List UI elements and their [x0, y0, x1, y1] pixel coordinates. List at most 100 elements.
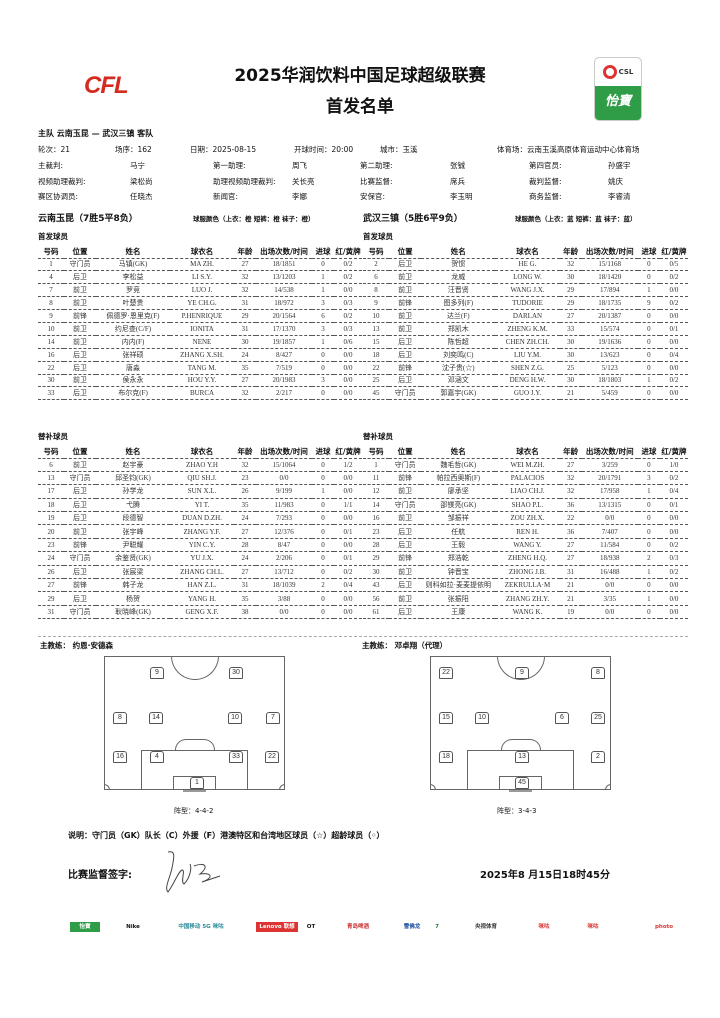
player-cell: 29 — [559, 283, 582, 298]
column-header: 年龄 — [559, 245, 582, 259]
player-cell: 守门员 — [389, 386, 422, 401]
player-cell: 8 — [363, 283, 390, 298]
player-cell: 钟晋宝 — [421, 565, 496, 580]
player-cell: 32 — [559, 258, 582, 272]
player-cell: 0/0 — [659, 335, 688, 349]
player-cell: 0 — [312, 591, 334, 606]
player-cell: BURCA — [170, 386, 234, 401]
player-cell: 13/1203 — [256, 270, 312, 285]
official-name: 李玉明 — [450, 192, 473, 201]
player-row: 33 后卫 布尔克(F) BURCA 32 2/217 0 0/0 — [38, 386, 362, 401]
player-row: 23 后卫 任航 REN H. 36 7/407 0 0/0 — [363, 524, 688, 539]
player-cell: SHEN Z.G. — [495, 361, 560, 375]
player-row: 16 前卫 邹振祥 ZOU ZH.X. 22 0/0 0 0/0 — [363, 511, 688, 526]
column-header: 球衣名 — [495, 245, 560, 259]
player-cell: 1/2 — [334, 458, 362, 472]
player-cell: 32 — [559, 484, 582, 499]
player-cell: 0 — [637, 511, 660, 526]
player-cell: 7/407 — [581, 524, 638, 539]
column-header: 球衣名 — [495, 445, 560, 459]
player-cell: 19/1636 — [581, 335, 638, 349]
player-cell: 35 — [234, 361, 256, 375]
player-cell: 后卫 — [64, 498, 96, 513]
home-kit-colors: 球服颜色（上衣：橙 短裤：橙 袜子：橙） — [193, 215, 315, 223]
player-cell: 0/0 — [334, 348, 362, 362]
player-cell: 33 — [38, 386, 64, 401]
player-cell: 叶楚贵 — [96, 296, 170, 311]
player-cell: 前卫 — [389, 322, 422, 336]
player-cell: 20/1387 — [581, 309, 638, 323]
player-cell: 61 — [363, 605, 390, 620]
column-header: 红/黄牌 — [334, 245, 362, 259]
column-header: 红/黄牌 — [334, 445, 362, 459]
home-formation-pitch: 9 30 8 14 10 7 16 4 33 22 1 — [104, 656, 285, 792]
player-cell: 沈子贵(☆) — [421, 361, 496, 375]
home-team-record: 云南玉昆（7胜5平8负） — [38, 214, 138, 224]
official-role: 商务监督: — [529, 192, 562, 201]
player-cell: 11/983 — [256, 498, 312, 513]
player-row: 30 前卫 侯永永 HOU Y.Y. 27 20/1983 3 0/0 — [38, 374, 362, 388]
player-cell: 0/0 — [334, 386, 362, 401]
player-row: 11 前锋 帕拉西奥斯(F) PALACIOS 32 20/1791 3 0/2 — [363, 471, 688, 486]
coach-label: 主教练： — [362, 641, 392, 650]
player-cell: ZHANG ZH.Y. — [495, 591, 560, 606]
player-cell: 27 — [559, 538, 582, 553]
player-cell: 后卫 — [64, 361, 96, 375]
player-cell: 0/2 — [659, 374, 688, 388]
player-cell: 0/0 — [659, 578, 688, 593]
player-cell: 15 — [363, 335, 390, 349]
sponsor-logo: OT — [306, 924, 316, 930]
column-header: 出场次数/时间 — [256, 445, 312, 459]
player-cell: 30 — [559, 270, 582, 285]
player-cell: 27 — [38, 578, 64, 593]
player-cell: 0/1 — [334, 551, 362, 566]
player-cell: 杨贺 — [96, 591, 170, 606]
player-cell: 0 — [312, 565, 334, 580]
player-cell: 0/2 — [334, 258, 362, 272]
player-cell: 13/712 — [256, 565, 312, 580]
column-header: 年龄 — [559, 445, 582, 459]
player-cell: 0 — [312, 258, 334, 272]
player-cell: 后卫 — [64, 386, 96, 401]
player-cell: 45 — [363, 386, 390, 401]
sponsor-logo: photo — [654, 924, 674, 930]
player-cell: 30 — [559, 335, 582, 349]
player-cell: 张祥硕 — [96, 348, 170, 362]
player-cell: 0/0 — [659, 361, 688, 375]
away-subs-table: 号码 位置 姓名 球衣名 年龄 出场次数/时间 进球 红/黄牌 1 守门员 魏毛哲(GK) WEI M… — [363, 445, 688, 620]
player-cell: 18/1735 — [581, 296, 638, 311]
player-shirt-icon: 45 — [515, 777, 529, 789]
player-shirt-icon: 4 — [150, 751, 164, 763]
player-cell: P.HENRIQUE — [170, 309, 234, 323]
player-cell: 王毅 — [421, 538, 496, 553]
player-cell: 前卫 — [389, 309, 422, 323]
player-cell: 19/1857 — [256, 335, 312, 349]
player-cell: 32 — [234, 458, 256, 472]
player-cell: 前卫 — [389, 283, 422, 298]
player-cell: 18/1039 — [256, 578, 312, 593]
player-cell: 守门员 — [64, 605, 96, 620]
player-cell: 0 — [637, 605, 660, 620]
player-cell: 耿晓峰(GK) — [96, 605, 170, 620]
sponsor-logo: 青岛啤酒 — [346, 924, 369, 930]
column-header: 进球 — [637, 245, 660, 259]
table-header: 号码 位置 姓名 球衣名 年龄 出场次数/时间 进球 红/黄牌 — [363, 245, 688, 259]
page-subtitle: 首发名单 — [326, 97, 394, 117]
player-cell: 后卫 — [389, 538, 422, 553]
player-row: 6 前卫 赵宇豪 ZHAO Y.H 32 15/1064 0 1/2 — [38, 458, 362, 472]
player-cell: 20/1983 — [256, 374, 312, 388]
player-cell: 0/0 — [334, 283, 362, 298]
player-row: 43 后卫 则科如拉·麦麦提依明 ZEKRULLA·M 21 0/0 0 0/0 — [363, 578, 688, 593]
player-cell: 18 — [38, 498, 64, 513]
player-cell: 赵宇豪 — [96, 458, 170, 472]
player-cell: 守门员 — [64, 258, 96, 272]
player-cell: 后卫 — [64, 270, 96, 285]
player-cell: DENG H.W. — [495, 374, 560, 388]
player-cell: 17/1370 — [256, 322, 312, 336]
player-cell: 0/0 — [659, 283, 688, 298]
player-cell: HAN Z.L. — [170, 578, 234, 593]
player-cell: 0/0 — [659, 524, 688, 539]
column-header: 姓名 — [421, 245, 496, 259]
player-shirt-icon: 22 — [439, 667, 453, 679]
player-cell: ZHONG J.B. — [495, 565, 560, 580]
